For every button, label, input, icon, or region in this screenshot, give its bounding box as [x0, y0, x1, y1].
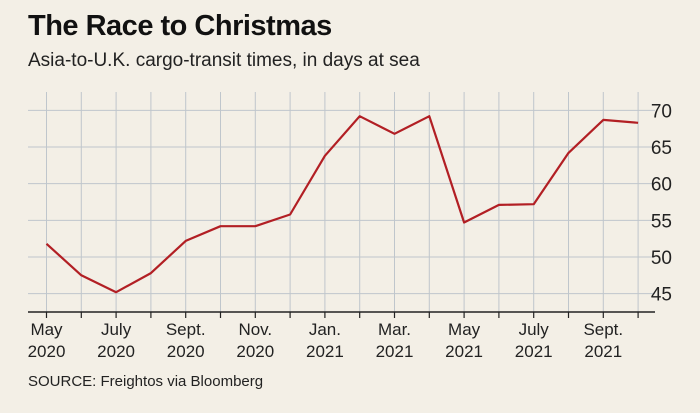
x-tick-label-month: Mar.	[378, 320, 411, 339]
chart-title: The Race to Christmas	[28, 10, 332, 42]
x-tick-label-year: 2020	[236, 342, 274, 361]
y-axis-tick-labels: 45 50 55 60 65 70	[651, 101, 672, 305]
x-tick-label-month: Jan.	[309, 320, 341, 339]
y-tick-label: 55	[651, 211, 672, 232]
y-tick-label: 60	[651, 175, 672, 196]
x-tick-label-year: 2021	[376, 342, 414, 361]
x-tick-label-month: July	[519, 320, 550, 339]
series-layer	[45, 115, 639, 294]
x-axis-tick-labels: May 2020 July 2020 Sept. 2020 Nov. 2020 Jan. 2021…	[28, 320, 624, 361]
y-tick-label: 70	[651, 101, 672, 122]
transit-time-line	[45, 115, 639, 294]
x-tick-label-month: May	[30, 320, 63, 339]
horizontal-gridlines	[28, 109, 655, 295]
y-tick-label: 65	[651, 138, 672, 159]
y-tick-label: 45	[651, 285, 672, 306]
x-tick-label-month: July	[101, 320, 132, 339]
x-tick-label-month: Nov.	[238, 320, 272, 339]
x-tick-label-year: 2021	[445, 342, 483, 361]
x-tick-label-month: May	[448, 320, 481, 339]
x-tick-label-year: 2020	[28, 342, 66, 361]
x-tick-label-year: 2020	[97, 342, 135, 361]
x-tick-label-year: 2021	[584, 342, 622, 361]
x-tick-label-year: 2020	[167, 342, 205, 361]
x-tick-label-year: 2021	[306, 342, 344, 361]
chart-subtitle: Asia-to-U.K. cargo-transit times, in day…	[28, 50, 420, 71]
x-axis	[28, 311, 655, 318]
x-tick-label-year: 2021	[515, 342, 553, 361]
x-tick-label-month: Sept.	[583, 320, 623, 339]
y-tick-label: 50	[651, 248, 672, 269]
x-tick-label-month: Sept.	[166, 320, 206, 339]
source-note: SOURCE: Freightos via Bloomberg	[28, 373, 264, 390]
vertical-gridlines	[46, 92, 639, 312]
